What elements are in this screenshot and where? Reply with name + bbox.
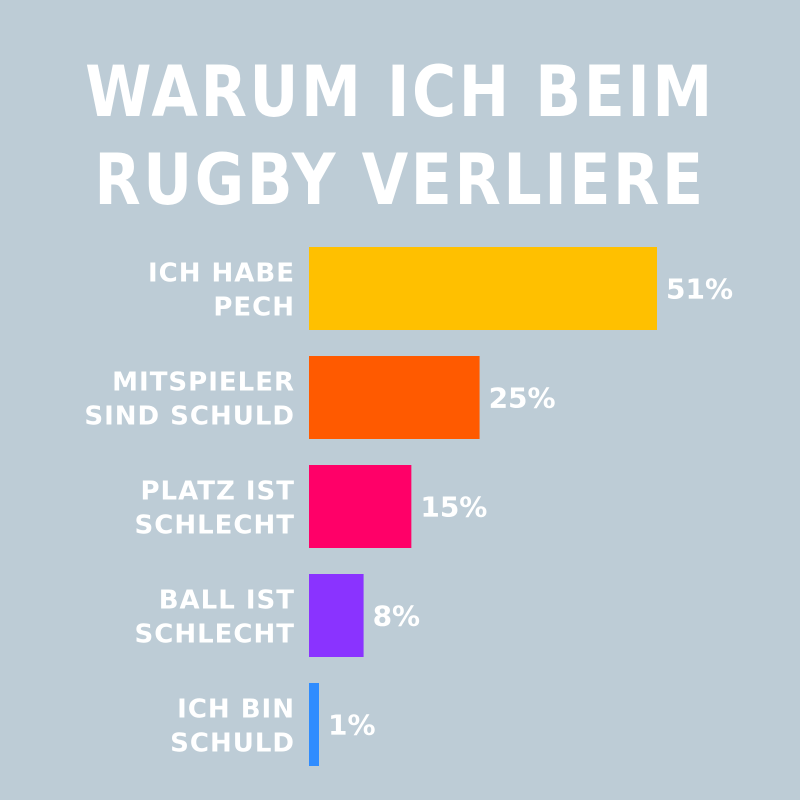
category-label-2-line-1: MITSPIELER [112,368,295,398]
chart-title-line-1: WARUM ICH BEIM [85,51,715,133]
bar-3 [309,465,412,548]
category-label-5: ICH BIN SCHULD [170,695,295,759]
bar-2 [309,356,480,439]
value-label-5: 1% [328,709,376,742]
category-label-3-line-1: PLATZ IST [140,477,295,507]
chart-title: WARUM ICH BEIM RUGBY VERLIERE [56,48,744,224]
category-label-1-line-2: PECH [213,293,295,323]
bar-1 [309,247,657,330]
category-label-1: ICH HABE PECH [148,259,295,323]
category-label-4-line-2: SCHLECHT [135,620,295,650]
value-label-3: 15% [420,491,487,524]
value-label-4: 8% [373,600,421,633]
category-label-4-line-1: BALL IST [159,586,295,616]
category-label-3: PLATZ IST SCHLECHT [135,477,295,541]
category-label-5-line-1: ICH BIN [177,695,295,725]
category-label-2-line-2: SIND SCHULD [84,402,295,432]
category-label-1-line-1: ICH HABE [148,259,295,289]
value-label-1: 51% [666,273,733,306]
category-label-3-line-2: SCHLECHT [135,511,295,541]
bar-4 [309,574,364,657]
category-label-5-line-2: SCHULD [170,729,295,759]
value-label-2: 25% [489,382,556,415]
category-label-2: MITSPIELER SIND SCHULD [84,368,295,432]
chart-title-line-2: RUGBY VERLIERE [94,139,706,221]
category-label-4: BALL IST SCHLECHT [135,586,295,650]
bar-5 [309,683,319,766]
